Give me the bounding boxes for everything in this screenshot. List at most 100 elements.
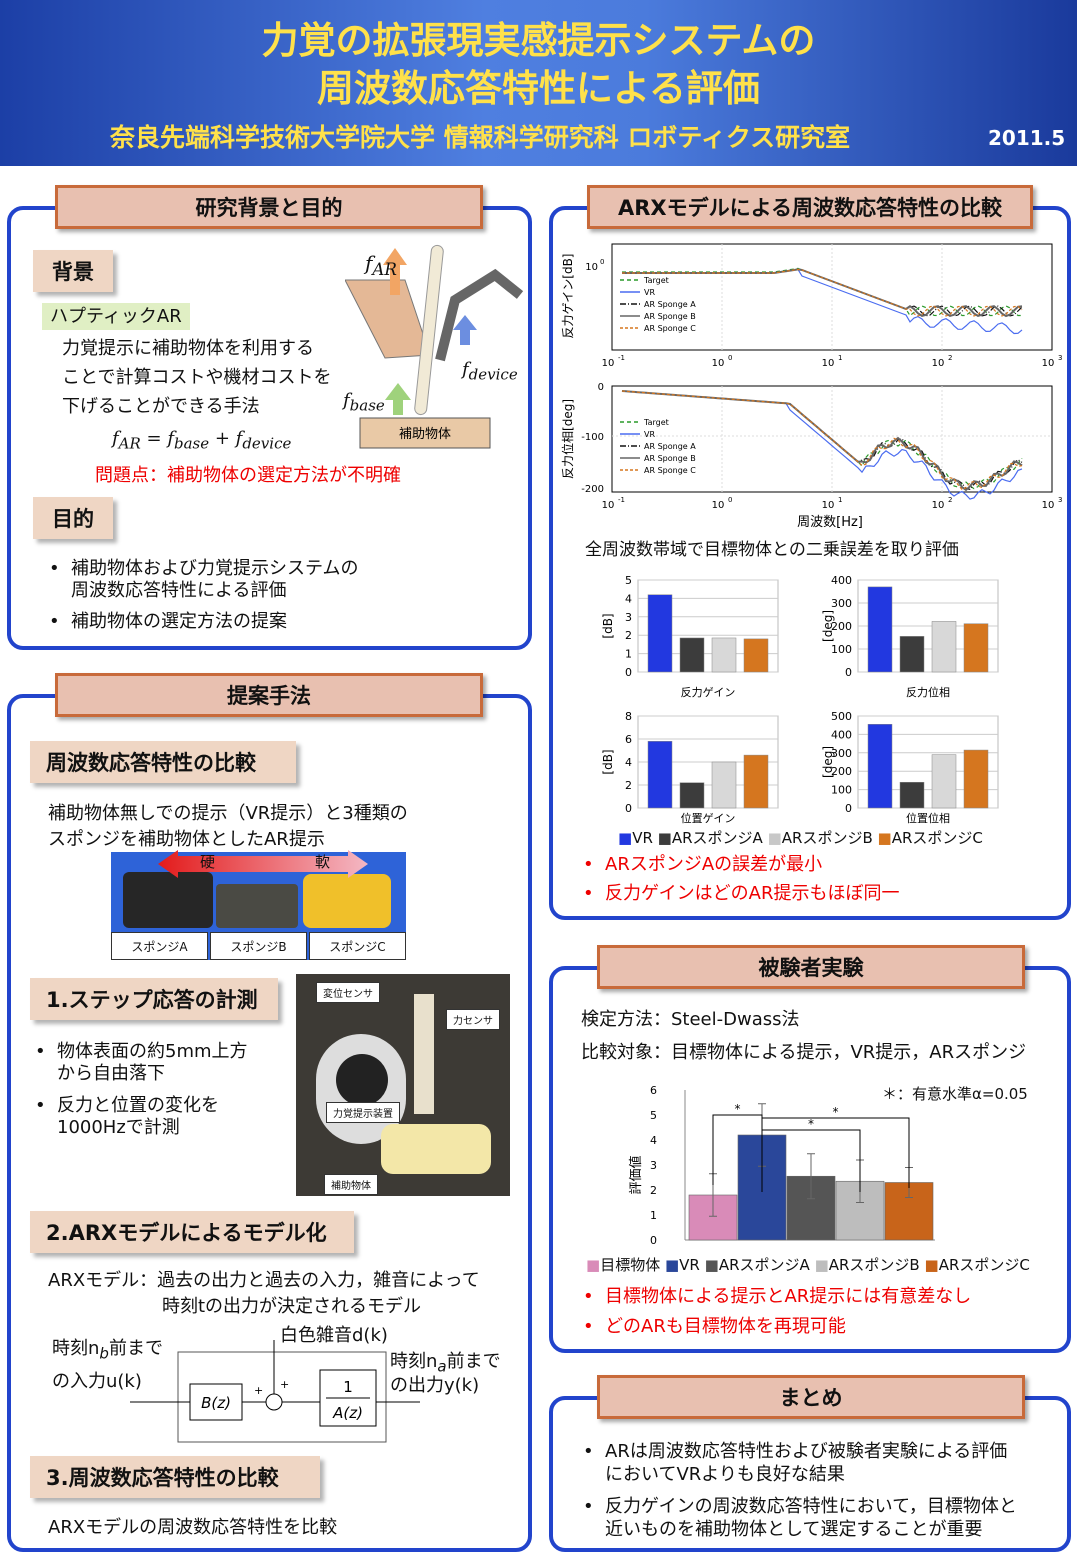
- bode-xtick: 10: [822, 358, 835, 369]
- soft-label: 軟: [315, 853, 331, 871]
- poster-header: 力覚の拡張現実感提示システムの 周波数応答特性による評価 奈良先端科学技術大学院…: [0, 0, 1077, 166]
- phase-xticks: 10 -1 10 0 10 1 10 2 10 3: [602, 496, 1063, 511]
- ytick: 0: [625, 666, 632, 679]
- error-legend: ■VR ■ARスポンジA ■ARスポンジB ■ARスポンジC: [618, 829, 983, 847]
- subject-bullet-1: 目標物体による提示とAR提示には有意差なし: [583, 1284, 971, 1309]
- arx-panel-title: ARXモデルによる周波数応答特性の比較: [587, 185, 1033, 229]
- arx-def-1: ARXモデル：過去の出力と過去の入力，雑音によって: [48, 1270, 480, 1291]
- stylus-pen: [414, 244, 444, 416]
- background-desc-2: ことで計算コストや機材コストを: [62, 367, 332, 388]
- input-label-1: 時刻nb前まで: [52, 1338, 163, 1363]
- gain-xticks: 10 -1 10 0 10 1 10 2 10 3: [602, 354, 1063, 369]
- error-bar-1: [679, 782, 705, 809]
- phase-legend: Target VR AR Sponge A AR Sponge B AR Sponge …: [620, 418, 696, 475]
- error-chart-xlabel: 反力ゲイン: [681, 686, 736, 699]
- bode-legend-label: AR Sponge B: [644, 454, 696, 463]
- bode-xtick-exp: 1: [838, 354, 842, 362]
- subject-ytick: 4: [650, 1134, 657, 1147]
- poster-title-line1: 力覚の拡張現実感提示システムの: [261, 19, 816, 62]
- device-arm: [435, 268, 524, 362]
- phase-ytick-200: -200: [581, 484, 604, 495]
- affiliation: 奈良先端科学技術大学院大学 情報科学研究科 ロボティクス研究室: [110, 123, 851, 152]
- ytick: 0: [625, 802, 632, 815]
- bode-xtick: 10: [1042, 358, 1055, 369]
- subject-ytick: 6: [650, 1084, 657, 1097]
- subject-ytick: 0: [650, 1234, 657, 1247]
- phase-curves: [621, 390, 1023, 500]
- ytick: 100: [831, 784, 852, 797]
- bode-legend-label: AR Sponge C: [644, 324, 696, 333]
- subject-bullet-2: どのARも目標物体を再現可能: [583, 1314, 846, 1339]
- sponge-a-label: スポンジA: [111, 932, 208, 960]
- compare-targets: 比較対象：目標物体による提示，VR提示，ARスポンジ: [581, 1042, 1027, 1063]
- bode-xtick-exp: 1: [838, 496, 842, 504]
- b-block-text: B(z): [201, 1394, 231, 1412]
- error-bar-3: [743, 754, 769, 809]
- method-s4-heading: 3.周波数応答特性の比較: [30, 1456, 320, 1498]
- bode-legend-label: VR: [644, 430, 655, 439]
- summary-item-2: 反力ゲインの周波数応答特性において，目標物体と: [583, 1494, 1017, 1519]
- ytick: 5: [625, 574, 632, 587]
- summary-item-1b: においてVRよりも良好な結果: [605, 1464, 845, 1485]
- photo-label-aux: 補助物体: [324, 1174, 378, 1195]
- method-s4-text: ARXモデルの周波数応答特性を比較: [48, 1517, 338, 1538]
- ytick: 1: [625, 648, 632, 661]
- sensor-rod: [414, 994, 434, 1114]
- bode-plot: 反力ゲイン[dB] 反力位相[deg] 10 0 0 -100 -200 10 -1…: [560, 243, 1063, 530]
- background-desc-3: 下げることができる手法: [62, 396, 260, 417]
- significance-note: ＊：有意水準α=0.05: [882, 1085, 1028, 1103]
- white-noise-label: 白色雑音d(k): [280, 1325, 388, 1346]
- error-chart-ylabel: [dB]: [601, 749, 615, 774]
- summary-item-2b: 近いものを補助物体として選定することが重要: [605, 1519, 983, 1540]
- aux-object-photo: [381, 1124, 491, 1174]
- plus-sign-1: +: [254, 1384, 263, 1397]
- error-bar-0: [867, 586, 893, 673]
- a-block-numerator: 1: [343, 1378, 353, 1396]
- error-bar-2: [711, 761, 737, 809]
- ytick: 100: [831, 643, 852, 656]
- error-bar-0: [647, 741, 673, 809]
- bode-xtick-exp: 2: [948, 354, 952, 362]
- bode-xtick: 10: [712, 500, 725, 511]
- gain-ytick-1: 10: [585, 262, 598, 273]
- photo-label-device: 力覚提示装置: [326, 1102, 400, 1123]
- ytick: 2: [625, 629, 632, 642]
- poster-title-line2: 周波数応答特性による評価: [317, 67, 760, 110]
- method-s3-heading: 2.ARXモデルによるモデル化: [30, 1211, 354, 1253]
- method-s1-text2: スポンジを補助物体としたAR提示: [48, 829, 325, 850]
- step-item-2b: 1000Hzで計測: [57, 1117, 180, 1138]
- a-block-denominator: A(z): [332, 1404, 363, 1422]
- bode-legend-label: Target: [643, 276, 669, 285]
- sig-bracket: [761, 1129, 861, 1192]
- bode-legend-label: AR Sponge B: [644, 312, 696, 321]
- ytick: 400: [831, 574, 852, 587]
- gain-legend: Target VR AR Sponge A AR Sponge B AR Sponge …: [620, 276, 696, 333]
- ytick: 300: [831, 747, 852, 760]
- subject-ytick: 1: [650, 1209, 657, 1222]
- ytick: 0: [845, 666, 852, 679]
- error-chart-4: 0 100 200 300 400 500 [deg] 位置位相: [821, 710, 999, 825]
- bode-xtick: 10: [932, 358, 945, 369]
- bode-xtick-exp: 2: [948, 496, 952, 504]
- purpose-heading: 目的: [33, 497, 113, 539]
- haptic-ar-illustration: 補助物体: [345, 244, 524, 449]
- bode-xtick-exp: 0: [728, 496, 732, 504]
- bode-legend-label: VR: [644, 288, 655, 297]
- force-equation: fAR = fbase + fdevice: [112, 428, 292, 453]
- bode-curve-4: [621, 390, 1023, 491]
- sponge-c-image: [303, 874, 391, 928]
- sig-star: *: [735, 1102, 741, 1116]
- hand-shape: [345, 279, 431, 359]
- ytick: 300: [831, 597, 852, 610]
- f-ar-arrow: [383, 248, 407, 295]
- output-label-2: の出力y(k): [390, 1375, 480, 1396]
- error-bar-1: [899, 636, 925, 673]
- b-block: [189, 1383, 243, 1421]
- bode-xlabel: 周波数[Hz]: [797, 515, 863, 530]
- input-label-2: の入力u(k): [52, 1371, 142, 1392]
- step-item-1: 物体表面の約5mm上方: [35, 1039, 247, 1064]
- bode-xtick-exp: -1: [618, 354, 625, 362]
- error-chart-3: 0 2 4 6 8 [dB] 位置ゲイン: [601, 710, 779, 825]
- f-device-label: fdevice: [462, 359, 518, 384]
- subj-legend-a: ARスポンジA: [718, 1256, 810, 1274]
